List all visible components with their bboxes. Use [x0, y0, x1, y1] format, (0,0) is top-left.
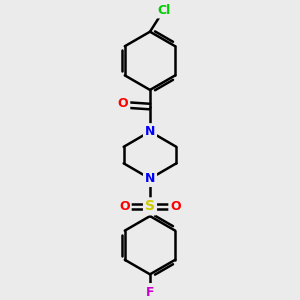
Text: O: O	[119, 200, 130, 213]
Text: N: N	[145, 125, 155, 138]
Text: Cl: Cl	[158, 4, 171, 16]
Text: O: O	[170, 200, 181, 213]
Text: F: F	[146, 286, 154, 299]
Text: N: N	[145, 172, 155, 185]
Text: O: O	[118, 97, 128, 110]
Text: S: S	[145, 200, 155, 213]
